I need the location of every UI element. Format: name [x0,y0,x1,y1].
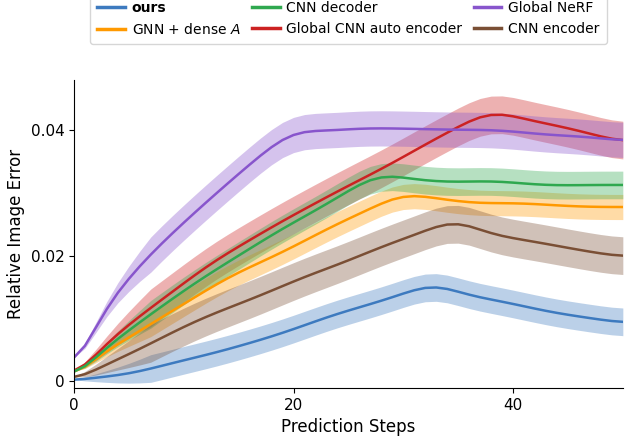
Legend: ours, GNN + dense $A$, CNN decoder, Global CNN auto encoder, Global NeRF, CNN en: ours, GNN + dense $A$, CNN decoder, Glob… [90,0,607,44]
X-axis label: Prediction Steps: Prediction Steps [281,418,415,436]
Y-axis label: Relative Image Error: Relative Image Error [7,149,25,319]
